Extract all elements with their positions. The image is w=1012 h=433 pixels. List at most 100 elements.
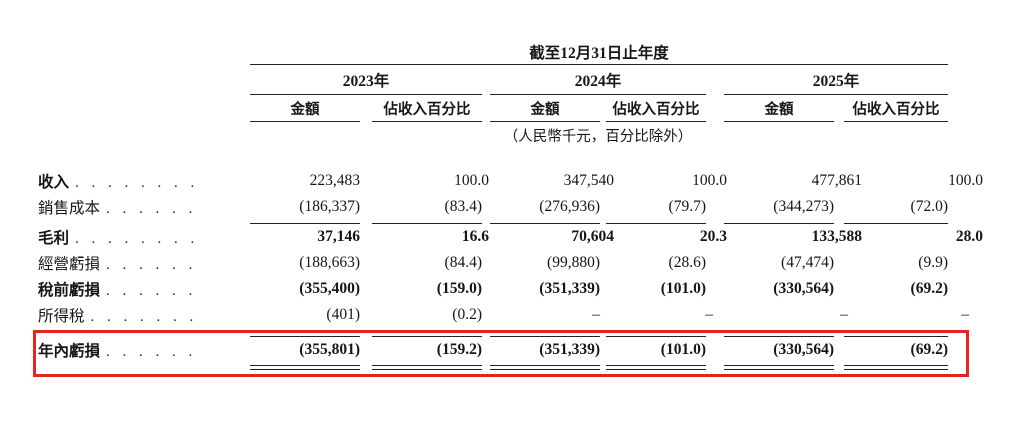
cell-value: (355,801) — [299, 341, 360, 358]
cell-value: (9.9) — [918, 254, 948, 271]
cell-value: (186,337) — [299, 198, 360, 215]
col-header-percent-2023: 佔收入百分比 — [372, 95, 482, 122]
col-header-amount-2025: 金額 — [724, 95, 834, 122]
table-rule — [372, 223, 482, 224]
table-rule — [250, 223, 360, 224]
cell-value: 16.6 — [461, 228, 489, 245]
cell-value: 100.0 — [692, 172, 727, 189]
table-double-rule — [372, 365, 482, 370]
cell-value: (330,564) — [773, 341, 834, 358]
table-row-loss-before-tax: 稅前虧損 (355,400) (159.0) (351,339) (101.0)… — [38, 276, 1012, 302]
table-rule — [844, 223, 948, 224]
cell-value: (330,564) — [773, 280, 834, 297]
cell-value: (83.4) — [444, 198, 482, 215]
table-double-rule — [490, 365, 600, 370]
cell-value: 347,540 — [563, 172, 614, 189]
cell-value: (101.0) — [660, 341, 706, 358]
cell-value: (69.2) — [910, 280, 948, 297]
unit-note-row: （人民幣千元，百分比除外） — [38, 122, 1012, 148]
cell-value: (401) — [326, 306, 360, 323]
row-label: 所得稅 — [38, 304, 218, 326]
cell-value: (72.0) — [910, 198, 948, 215]
table-rule — [490, 336, 600, 337]
cell-value: (188,663) — [299, 254, 360, 271]
cell-value: (99,880) — [547, 254, 600, 271]
table-row-revenue: 收入 223,483 100.0 347,540 100.0 477,861 1… — [38, 168, 1012, 194]
table-row-cost-of-sales: 銷售成本 (186,337) (83.4) (276,936) (79.7) (… — [38, 194, 1012, 220]
table-double-rule — [724, 365, 834, 370]
cell-value: 100.0 — [948, 172, 983, 189]
table-header: 截至12月31日止年度 — [38, 40, 1012, 65]
year-header-2024: 2024年 — [490, 65, 706, 95]
col-header-percent-2025: 佔收入百分比 — [844, 95, 948, 122]
table-rule — [606, 336, 706, 337]
cell-value: (355,400) — [299, 280, 360, 297]
table-rule — [724, 336, 834, 337]
cell-value: 133,588 — [811, 228, 862, 245]
cell-value: 37,146 — [317, 228, 360, 245]
row-label: 年內虧損 — [38, 339, 218, 361]
cell-value: – — [592, 306, 600, 323]
col-header-amount-2023: 金額 — [250, 95, 360, 122]
cell-value: – — [705, 306, 713, 323]
table-rule — [844, 336, 948, 337]
row-label: 經營虧損 — [38, 252, 218, 274]
table-rule — [372, 336, 482, 337]
cell-value: 28.0 — [955, 228, 983, 245]
table-row-loss-for-year: 年內虧損 (355,801) (159.2) (351,339) (101.0)… — [38, 337, 1012, 363]
year-header-2025: 2025年 — [724, 65, 948, 95]
cell-value: (344,273) — [773, 198, 834, 215]
dot-leader — [91, 308, 204, 326]
cell-value: (351,339) — [539, 280, 600, 297]
cell-value: 20.3 — [699, 228, 727, 245]
year-header-2023: 2023年 — [250, 65, 482, 95]
table-row-operating-loss: 經營虧損 (188,663) (84.4) (99,880) (28.6) (4… — [38, 250, 1012, 276]
cell-value: (79.7) — [668, 198, 706, 215]
table-row-income-tax: 所得稅 (401) (0.2) – – – – — [38, 302, 1012, 328]
cell-value: 70,604 — [571, 228, 614, 245]
row-label: 毛利 — [38, 226, 218, 248]
cell-value: (47,474) — [781, 254, 834, 271]
cell-value: (159.0) — [436, 280, 482, 297]
cell-value: (0.2) — [452, 306, 482, 323]
table-title: 截至12月31日止年度 — [250, 40, 948, 65]
cell-value: (101.0) — [660, 280, 706, 297]
year-header-row: 2023年 2024年 2025年 — [38, 65, 1012, 95]
cell-value: (351,339) — [539, 341, 600, 358]
dot-leader — [75, 230, 204, 248]
table-double-rule — [844, 365, 948, 370]
cell-value: 477,861 — [811, 172, 862, 189]
col-header-percent-2024: 佔收入百分比 — [606, 95, 706, 122]
col-header-amount-2024: 金額 — [490, 95, 600, 122]
double-rule-row — [38, 365, 1012, 374]
cell-value: (159.2) — [436, 341, 482, 358]
cell-value: (69.2) — [910, 341, 948, 358]
row-label: 銷售成本 — [38, 196, 218, 218]
cell-value: (28.6) — [668, 254, 706, 271]
table-rule — [490, 223, 600, 224]
column-header-row: 金額 佔收入百分比 金額 佔收入百分比 金額 佔收入百分比 — [38, 95, 1012, 122]
cell-value: – — [840, 306, 848, 323]
dot-leader — [106, 282, 204, 300]
cell-value: 223,483 — [309, 172, 360, 189]
dot-leader — [106, 200, 204, 218]
cell-value: (84.4) — [444, 254, 482, 271]
cell-value: (276,936) — [539, 198, 600, 215]
dot-leader — [106, 343, 204, 361]
table-double-rule — [606, 365, 706, 370]
table-row-gross-profit: 毛利 37,146 16.6 70,604 20.3 133,588 28.0 — [38, 224, 1012, 250]
table-rule — [250, 336, 360, 337]
subtotal-rule-row — [38, 220, 1012, 224]
cell-value: – — [961, 306, 969, 323]
table-rule — [606, 223, 706, 224]
cell-value: 100.0 — [454, 172, 489, 189]
table-rule — [724, 223, 834, 224]
dot-leader — [75, 174, 204, 192]
dot-leader — [106, 256, 204, 274]
unit-note: （人民幣千元，百分比除外） — [503, 128, 693, 145]
row-label: 稅前虧損 — [38, 278, 218, 300]
table-double-rule — [250, 365, 360, 370]
row-label: 收入 — [38, 170, 218, 192]
total-rule-row — [38, 328, 1012, 337]
